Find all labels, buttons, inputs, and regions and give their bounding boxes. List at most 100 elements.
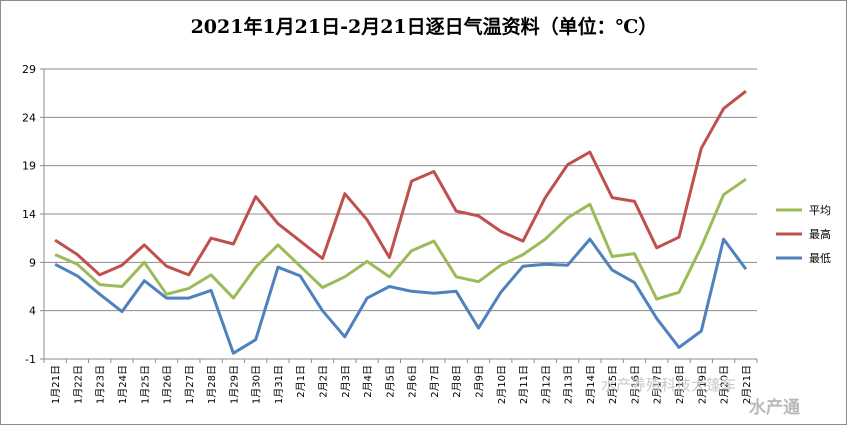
data-point — [343, 275, 346, 278]
x-tick-label: 2月4日 — [362, 365, 374, 398]
data-point — [499, 264, 502, 267]
series-line-2 — [54, 237, 748, 355]
data-point — [700, 329, 703, 332]
watermark-logo-text: 水产通 — [749, 397, 800, 418]
data-point — [120, 310, 123, 313]
x-tick-label: 1月29日 — [228, 365, 240, 404]
data-point — [455, 290, 458, 293]
data-point — [276, 243, 279, 246]
data-point — [588, 151, 591, 154]
legend-label: 最低 — [809, 252, 831, 265]
data-point — [455, 275, 458, 278]
data-point — [522, 240, 525, 243]
data-point — [722, 238, 725, 241]
data-point — [388, 285, 391, 288]
data-point — [566, 216, 569, 219]
data-point — [655, 246, 658, 249]
x-tick-label: 2月20日 — [719, 365, 731, 404]
data-point — [187, 297, 190, 300]
data-point — [544, 263, 547, 266]
x-tick-label: 2月6日 — [407, 365, 419, 398]
x-tick-label: 1月23日 — [95, 365, 107, 404]
data-point — [611, 269, 614, 272]
y-tick-label: 9 — [29, 256, 36, 269]
data-point — [276, 222, 279, 225]
x-tick-label: 1月26日 — [162, 365, 174, 404]
data-point — [343, 192, 346, 195]
x-tick-label: 1月27日 — [184, 365, 196, 404]
x-tick-label: 2月11日 — [518, 365, 530, 404]
data-point — [678, 291, 681, 294]
x-tick-label: 2月3日 — [340, 365, 352, 398]
data-point — [299, 265, 302, 268]
data-point — [321, 309, 324, 312]
x-tick-label: 2月5日 — [384, 365, 396, 398]
data-point — [522, 265, 525, 268]
data-point — [232, 242, 235, 245]
data-point — [499, 230, 502, 233]
data-point — [366, 260, 369, 263]
data-point — [321, 286, 324, 289]
data-point — [165, 297, 168, 300]
data-point — [611, 196, 614, 199]
data-point — [588, 203, 591, 206]
x-tick-label: 2月10日 — [496, 365, 508, 404]
y-tick-label: -1 — [25, 353, 36, 366]
series-line-0 — [54, 177, 747, 301]
data-point — [232, 297, 235, 300]
data-point — [544, 238, 547, 241]
data-point — [410, 180, 413, 183]
data-point — [388, 256, 391, 259]
data-point — [276, 266, 279, 269]
data-point — [566, 264, 569, 267]
y-axis-ticks: -1 4 9 14 19 24 29 — [22, 63, 36, 366]
data-point — [544, 196, 547, 199]
data-point — [455, 210, 458, 213]
data-point — [700, 245, 703, 248]
data-point — [143, 279, 146, 282]
x-tick-label: 2月18日 — [674, 365, 686, 404]
x-tick-label: 2月17日 — [652, 365, 664, 404]
x-tick-label: 2月15日 — [607, 365, 619, 404]
x-tick-label: 2月14日 — [585, 365, 597, 404]
data-point — [388, 275, 391, 278]
data-point — [321, 257, 324, 260]
data-point — [722, 107, 725, 110]
x-tick-label: 2月7日 — [429, 365, 441, 398]
y-tick-label: 4 — [29, 305, 36, 318]
data-point — [633, 252, 636, 255]
chart-title: 2021年1月21日-2月21日逐日气温资料（单位：℃） — [191, 15, 658, 38]
series-line-1 — [54, 90, 747, 277]
data-point — [76, 253, 79, 256]
series-lines — [54, 90, 748, 355]
data-point — [522, 253, 525, 256]
data-point — [744, 90, 747, 93]
data-point — [700, 147, 703, 150]
x-tick-label: 2月12日 — [540, 365, 552, 404]
x-tick-label: 1月30日 — [251, 365, 263, 404]
x-tick-label: 2月16日 — [629, 365, 641, 404]
legend-label: 平均 — [809, 204, 831, 217]
x-tick-label: 1月28日 — [206, 365, 218, 404]
data-point — [410, 249, 413, 252]
data-point — [678, 346, 681, 349]
data-point — [210, 273, 213, 276]
data-point — [76, 274, 79, 277]
data-point — [54, 253, 57, 256]
data-point — [143, 261, 146, 264]
y-tick-label: 29 — [22, 63, 36, 76]
data-point — [254, 195, 257, 198]
data-point — [744, 178, 747, 181]
data-point — [366, 218, 369, 221]
data-point — [611, 255, 614, 258]
data-point — [254, 266, 257, 269]
x-tick-label: 2月9日 — [473, 365, 485, 398]
y-tick-label: 14 — [22, 208, 36, 221]
data-point — [54, 239, 57, 242]
x-tick-label: 2月21日 — [741, 365, 753, 404]
data-point — [232, 352, 235, 355]
data-point — [210, 289, 213, 292]
x-tick-label: 1月25日 — [139, 365, 151, 404]
data-point — [366, 297, 369, 300]
